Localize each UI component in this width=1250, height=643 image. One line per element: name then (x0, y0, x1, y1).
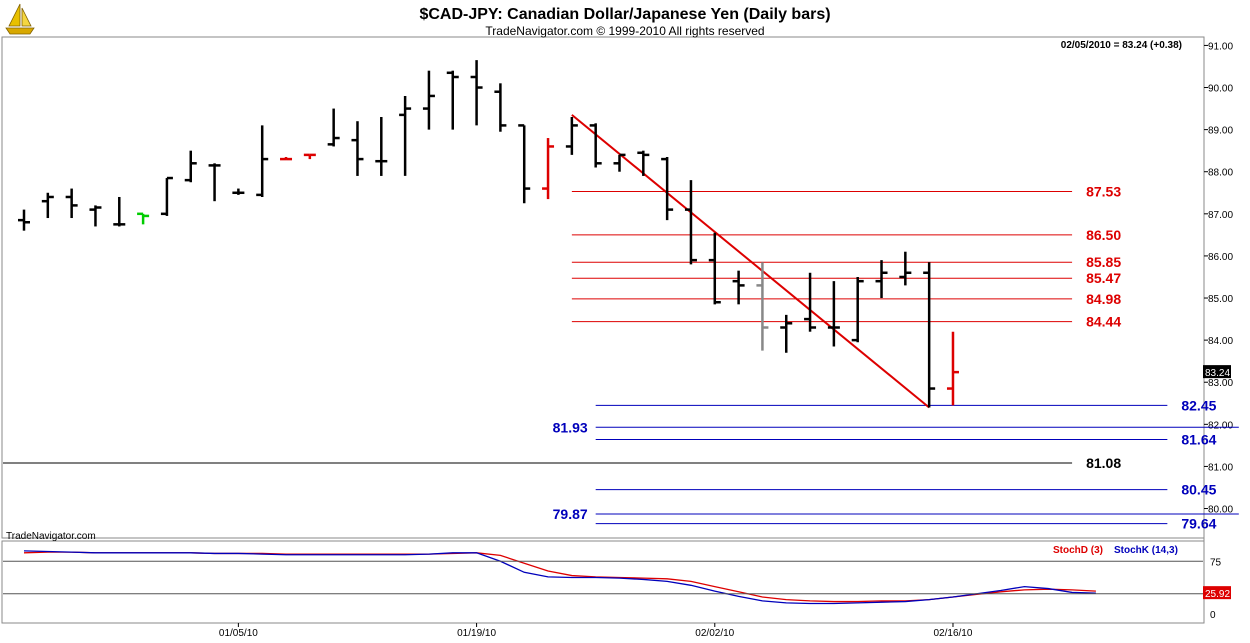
ohlc-bar (899, 251, 912, 286)
ohlc-bar (399, 95, 412, 176)
ohlc-bar (708, 232, 721, 305)
x-tick-label: 01/19/10 (457, 628, 496, 639)
level-label: 81.08 (1086, 455, 1121, 471)
x-tick-label: 01/05/10 (219, 628, 258, 639)
stoch-last-label: 25.92 (1205, 589, 1230, 600)
price-y-axis: 91.00 90.00 89.00 88.00 87.00 86.00 85.0… (1208, 41, 1233, 515)
ohlc-bar (41, 192, 54, 219)
x-tick-label: 02/02/10 (695, 628, 734, 639)
ohlc-bar (137, 212, 150, 225)
level-label: 85.47 (1086, 270, 1121, 286)
y-tick-label: 83.00 (1208, 378, 1233, 389)
sailboat-logo-icon (5, 3, 35, 35)
level-label: 86.50 (1086, 227, 1121, 243)
level-label: 84.44 (1086, 314, 1121, 330)
stoch-series-line (23, 550, 1096, 605)
x-tick-label: 02/16/10 (934, 628, 973, 639)
stochastic-lines (23, 550, 1096, 605)
ohlc-bar (256, 125, 269, 197)
ohlc-bar (804, 272, 817, 332)
ohlc-bar (946, 331, 959, 406)
y-tick-label: 85.00 (1208, 294, 1233, 305)
price-bars (18, 60, 959, 408)
stoch-tick-label: 75 (1210, 557, 1222, 568)
level-label: 79.87 (553, 506, 588, 522)
ohlc-bar (184, 150, 197, 183)
ohlc-bar (732, 270, 745, 305)
last-price-flag: 83.24 (1203, 365, 1231, 379)
ohlc-bar (542, 138, 555, 200)
stoch-tick-label: 0 (1210, 610, 1216, 621)
ohlc-bar (303, 153, 316, 160)
y-tick-label: 82.00 (1208, 420, 1233, 431)
ohlc-bar (518, 124, 531, 204)
ohlc-bar (780, 314, 793, 353)
x-axis: 01/05/10 01/19/10 02/02/10 02/16/10 (219, 628, 973, 639)
chart-title: $CAD-JPY: Canadian Dollar/Japanese Yen (… (419, 6, 830, 23)
ohlc-bar (756, 262, 769, 351)
stoch-y-axis: 75 0 (1210, 557, 1222, 621)
level-label: 87.53 (1086, 184, 1121, 200)
trendline (571, 114, 930, 409)
ohlc-bar (160, 176, 173, 216)
y-tick-label: 81.00 (1208, 462, 1233, 473)
level-label: 84.98 (1086, 291, 1121, 307)
y-tick-label: 87.00 (1208, 210, 1233, 221)
y-tick-label: 84.00 (1208, 336, 1233, 347)
ohlc-bar (470, 60, 483, 126)
y-tick-label: 80.00 (1208, 505, 1233, 516)
stoch-last-flag: 25.92 (1203, 586, 1231, 600)
ohlc-bar (565, 116, 578, 155)
copyright-text: TradeNavigator.com © 1999-2010 All right… (485, 24, 764, 38)
price-panel (1, 36, 1205, 539)
y-tick-label: 88.00 (1208, 168, 1233, 179)
y-tick-label: 86.00 (1208, 252, 1233, 263)
watermark-text: TradeNavigator.com (6, 531, 96, 542)
ohlc-bar (589, 123, 602, 168)
stoch-panel (1, 540, 1205, 624)
level-label: 81.93 (553, 419, 588, 435)
level-label: 82.45 (1181, 397, 1216, 413)
ohlc-bar (113, 196, 126, 227)
ohlc-bar (280, 156, 293, 161)
y-tick-label: 90.00 (1208, 84, 1233, 95)
level-label: 80.45 (1181, 482, 1216, 498)
quote-readout: 02/05/2010 = 83.24 (+0.38) (1061, 40, 1182, 51)
ohlc-bar (923, 262, 936, 408)
level-label: 85.85 (1086, 254, 1121, 270)
ohlc-bar (327, 108, 340, 147)
y-tick-label: 91.00 (1208, 41, 1233, 52)
ohlc-bar (613, 153, 626, 172)
ohlc-bar (446, 70, 459, 130)
legend-stoch-d: StochD (3) (1053, 545, 1103, 556)
legend-stoch-k: StochK (14,3) (1114, 545, 1178, 556)
last-price-label: 83.24 (1205, 368, 1230, 379)
ohlc-bar (851, 276, 864, 343)
ohlc-bar (637, 150, 650, 176)
level-label: 79.64 (1181, 516, 1216, 532)
y-tick-label: 89.00 (1208, 126, 1233, 137)
ohlc-bar (494, 83, 507, 132)
ohlc-bar (375, 116, 388, 176)
ohlc-bar (65, 188, 78, 219)
ohlc-bar (208, 163, 221, 202)
ohlc-bar (351, 121, 364, 176)
ohlc-bar (827, 281, 840, 347)
ohlc-bar (422, 70, 435, 130)
level-label: 81.64 (1181, 431, 1216, 447)
ohlc-bar (18, 209, 30, 231)
ohlc-bar (89, 205, 102, 227)
ohlc-bar (684, 180, 697, 265)
ohlc-bar (232, 188, 245, 195)
ohlc-bar (875, 260, 888, 299)
ohlc-bar (661, 156, 674, 221)
